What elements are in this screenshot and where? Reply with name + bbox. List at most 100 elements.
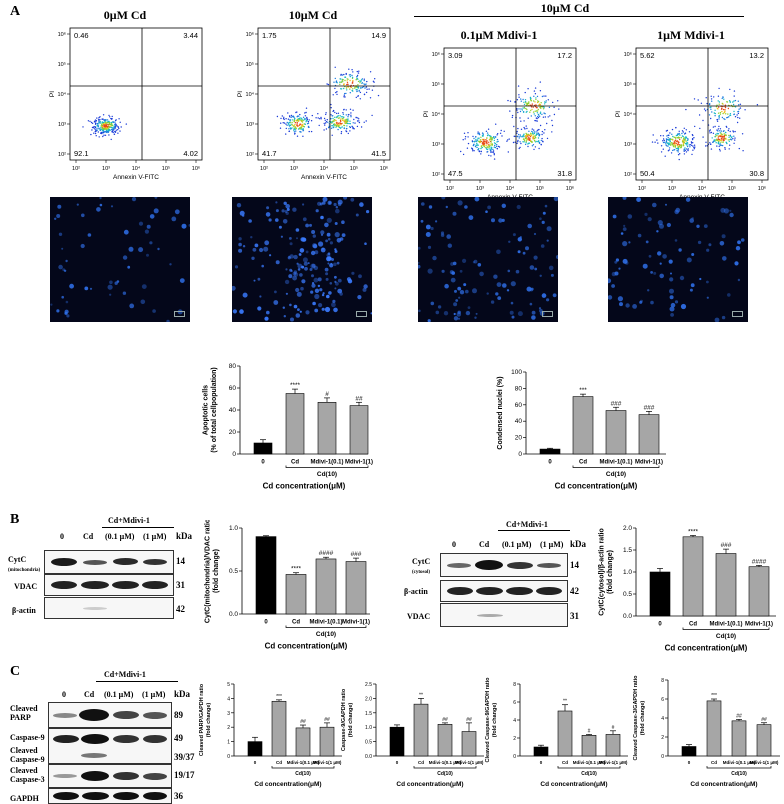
nucleus-dot bbox=[242, 214, 245, 217]
scatter-dot bbox=[288, 121, 291, 124]
y-tick-label: 10⁶ bbox=[58, 31, 66, 38]
y-tick-label: 1 bbox=[227, 740, 230, 746]
scatter-dot bbox=[336, 125, 338, 127]
scatter-dot bbox=[714, 125, 716, 128]
scatter-dot bbox=[541, 140, 544, 142]
scatter-dot bbox=[340, 124, 342, 126]
bracket-label: Cd(10) bbox=[606, 471, 626, 478]
lane-label: Cd bbox=[83, 532, 94, 541]
flow-plot: 10μM Cd 10² 10² 10³ 10³ 10⁴ 10⁴ 10⁵ 10⁵ 10⁶ 10⁶ Ann… bbox=[228, 8, 398, 181]
scatter-dot bbox=[359, 82, 361, 84]
scatter-dot bbox=[104, 134, 107, 136]
nucleus-dot bbox=[527, 223, 532, 229]
nucleus-dot bbox=[334, 232, 340, 238]
nucleus-dot bbox=[87, 233, 92, 237]
scatter-dot bbox=[357, 80, 360, 83]
scatter-dot bbox=[332, 109, 335, 112]
scatter-dot bbox=[343, 109, 345, 111]
nucleus-dot bbox=[266, 206, 270, 210]
scatter-dot bbox=[82, 126, 84, 128]
x-axis-label: Cd concentration(μM) bbox=[555, 482, 638, 491]
significance-label: ** bbox=[563, 699, 567, 705]
nucleus-dot bbox=[457, 317, 461, 320]
scatter-dot bbox=[488, 146, 491, 148]
scatter-dot bbox=[534, 119, 536, 122]
scatter-dot bbox=[323, 117, 326, 120]
nucleus-dot bbox=[474, 197, 480, 202]
scatter-dot bbox=[473, 140, 476, 143]
x-tick-label: 10⁶ bbox=[566, 185, 574, 192]
x-tick-label: 10³ bbox=[668, 186, 676, 192]
scatter-dot bbox=[350, 112, 352, 114]
nucleus-dot bbox=[107, 284, 113, 290]
nucleus-dot bbox=[259, 247, 264, 253]
scatter-dot bbox=[343, 120, 345, 123]
scatter-dot bbox=[520, 108, 522, 110]
scatter-dot bbox=[486, 140, 488, 142]
nucleus-dot bbox=[552, 293, 557, 298]
significance-label: # bbox=[325, 391, 329, 398]
scatter-dot bbox=[105, 119, 107, 121]
scatter-dot bbox=[337, 117, 340, 119]
scatter-dot bbox=[527, 145, 529, 148]
scatter-dot bbox=[536, 107, 538, 109]
blot-group-label: Cd+Mdivi-1 bbox=[506, 520, 548, 529]
scatter-dot bbox=[353, 128, 355, 130]
scatter-dot bbox=[302, 129, 305, 131]
scatter-dot bbox=[478, 132, 480, 134]
scatter-dot bbox=[291, 123, 293, 126]
nucleus-dot bbox=[449, 270, 454, 275]
nucleus-dot bbox=[418, 261, 420, 264]
y-tick-label: 0.0 bbox=[365, 754, 372, 760]
scatter-dot bbox=[526, 110, 528, 113]
y-axis-label: CytC(cytosol)/β-actin ratio bbox=[599, 528, 606, 616]
scatter-dot bbox=[693, 98, 696, 100]
scatter-dot bbox=[686, 144, 688, 146]
scatter-dot bbox=[487, 151, 489, 153]
nucleus-dot bbox=[280, 235, 283, 238]
scatter-dot bbox=[356, 90, 358, 93]
scatter-dot bbox=[692, 145, 694, 147]
nucleus-dot bbox=[57, 204, 62, 209]
scatter-dot bbox=[668, 149, 670, 151]
x-tick-label: 10² bbox=[72, 166, 80, 172]
scatter-dot bbox=[519, 134, 522, 136]
nucleus-dot bbox=[329, 282, 333, 285]
nucleus-dot bbox=[274, 290, 277, 294]
scatter-dot bbox=[711, 100, 713, 102]
scatter-dot bbox=[114, 121, 116, 123]
nucleus-dot bbox=[314, 250, 319, 255]
scatter-dot bbox=[545, 101, 547, 104]
scatter-dot bbox=[671, 128, 674, 131]
nucleus-dot bbox=[618, 267, 621, 270]
scatter-dot bbox=[519, 146, 521, 149]
nucleus-dot bbox=[305, 223, 309, 228]
nucleus-dot bbox=[314, 308, 319, 313]
scatter-dot bbox=[517, 127, 519, 130]
scatter-dot bbox=[523, 141, 525, 143]
scatter-dot bbox=[718, 87, 720, 90]
scatter-dot bbox=[539, 81, 541, 83]
scatter-dot bbox=[719, 150, 721, 152]
scatter-dot bbox=[358, 121, 361, 124]
scatter-dot bbox=[481, 132, 484, 134]
scatter-dot bbox=[334, 124, 336, 127]
y-tick-label: 10⁶ bbox=[432, 51, 440, 58]
nucleus-dot bbox=[127, 265, 131, 269]
scatter-dot bbox=[516, 142, 518, 145]
scatter-dot bbox=[327, 121, 329, 124]
scatter-dot bbox=[691, 153, 693, 156]
scatter-dot bbox=[492, 148, 494, 151]
scatter-dot bbox=[535, 110, 538, 112]
scatter-dot bbox=[303, 119, 305, 121]
scatter-dot bbox=[547, 99, 549, 101]
nucleus-dot bbox=[522, 251, 526, 255]
scatter-dot bbox=[334, 87, 336, 90]
scatter-dot bbox=[533, 148, 535, 151]
y-axis-label: Cleaved Caspase-3/GAPDH ratio bbox=[633, 675, 639, 761]
scatter-dot bbox=[318, 124, 320, 127]
scatter-dot bbox=[94, 130, 96, 133]
y-axis-label: Caspase-9/GAPDH ratio bbox=[341, 688, 347, 751]
nucleus-dot bbox=[437, 305, 442, 309]
quadrant-value-ur: 14.9 bbox=[371, 31, 386, 40]
